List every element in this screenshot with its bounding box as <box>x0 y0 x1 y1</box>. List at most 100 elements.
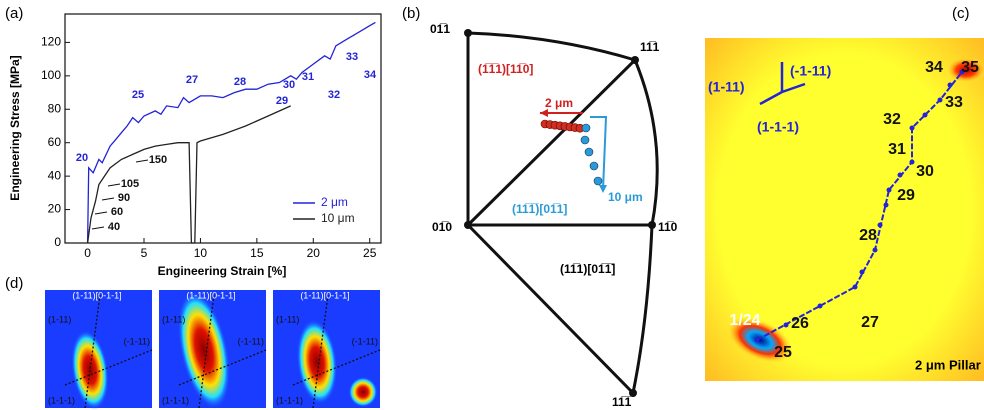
x-tick-label: 5 <box>141 246 148 260</box>
panel-label: (a) <box>5 5 23 22</box>
series-line <box>86 105 291 244</box>
point-label: 25 <box>774 344 792 361</box>
orientation-dot <box>580 135 590 145</box>
orientation-dot <box>593 176 603 186</box>
annotation: 33 <box>346 51 358 63</box>
y-tick-label: 0 <box>54 235 61 249</box>
trace-dot <box>959 69 965 75</box>
panel-c: (c) (1-11) (-1-11) (1-1-1) 2 μm Pillar 1… <box>705 5 984 381</box>
panel-a: (a) Engineering Stress [MPa] Engineering… <box>5 5 382 278</box>
frame-label: (-1-11) <box>352 336 378 346</box>
annotation: 90 <box>118 192 130 204</box>
spot <box>946 57 984 83</box>
slip-system-label: (11̅1)[01̅1̅] <box>560 262 615 276</box>
legend-label: 10 μm <box>321 211 355 225</box>
point-label: 28 <box>859 227 877 244</box>
trace-dot <box>883 202 889 208</box>
trace-dot <box>859 269 865 275</box>
trace-dot <box>872 247 878 253</box>
frame-label: (1-11)[0-1-1] <box>186 290 235 300</box>
x-tick-label: 20 <box>307 246 321 260</box>
annotation: 60 <box>111 206 123 218</box>
orientation-path <box>540 119 603 186</box>
point-label: 32 <box>883 111 901 128</box>
y-tick-label: 60 <box>48 135 62 149</box>
point-label: 26 <box>791 315 809 332</box>
direction-label: (-1-11) <box>790 63 831 79</box>
x-tick-label: 10 <box>194 246 208 260</box>
pole-label: 11̅1 <box>640 40 660 54</box>
trace-dots <box>754 69 965 343</box>
arrowhead <box>540 109 548 117</box>
annotation: 20 <box>76 152 88 164</box>
y-tick-label: 20 <box>48 202 62 216</box>
trace-dot <box>886 187 892 193</box>
intensity-streak <box>71 330 109 410</box>
annotation: 34 <box>364 69 377 81</box>
annotation: 31 <box>302 71 314 83</box>
trace-dot <box>947 82 953 88</box>
annotation: 32 <box>328 89 340 101</box>
trace-dot <box>877 222 883 228</box>
trace-dot <box>897 172 903 178</box>
panel-b: (b) 01̅1 11̅1 01̅0 11̅0 11̅1̅ (1̅1̅1)[11… <box>402 5 678 409</box>
pole-label: 11̅0 <box>658 220 678 234</box>
intensity-streak <box>348 377 378 407</box>
annotation: 40 <box>108 221 120 233</box>
frame-label: (1-1-1) <box>48 395 75 405</box>
panel-label: (b) <box>402 5 420 22</box>
pole-label: 11̅1̅ <box>612 395 635 409</box>
annotation-arrow <box>135 159 149 163</box>
panel-d: (d) (1-11)[0-1-1] (1-11) (-1-11) (1-1-1) (1-… <box>5 275 381 410</box>
pole <box>464 29 472 37</box>
trace-line <box>84 294 101 409</box>
annotation-arrow <box>101 197 115 201</box>
orientation-dot <box>584 147 594 157</box>
caption: 2 μm Pillar <box>915 357 981 372</box>
pole <box>648 221 656 229</box>
annotation-arrow <box>91 226 105 230</box>
annotation: 25 <box>132 89 144 101</box>
frame-label: (-1-11) <box>124 336 150 346</box>
pole-label: 01̅0 <box>432 220 452 234</box>
annotation: 29 <box>276 95 288 107</box>
pole <box>464 221 472 229</box>
arrow <box>590 116 608 191</box>
slip-system-label: (1̅1̅1)[11̅0] <box>478 62 533 76</box>
y-tick-label: 40 <box>48 168 62 182</box>
size-label: 2 μm <box>545 96 573 110</box>
point-label: 31 <box>888 141 906 158</box>
pole <box>631 56 639 64</box>
y-tick-label: 80 <box>48 101 62 115</box>
y-tick-label: 120 <box>41 35 61 49</box>
x-tick-label: 0 <box>84 246 91 260</box>
arrowhead <box>599 185 607 193</box>
frame-label: (1-1-1) <box>162 395 189 405</box>
trace-dot <box>783 322 789 328</box>
slip-system-label: (11̅1̅)[01̅1] <box>512 202 567 216</box>
annotation: 28 <box>234 76 246 88</box>
frame-label: (1-11) <box>48 314 71 324</box>
point-label: 35 <box>961 59 979 76</box>
frame-label: (1-1-1) <box>276 395 303 405</box>
pole-label: 01̅1 <box>430 22 450 36</box>
annotation-arrow <box>94 211 108 215</box>
x-tick-label: 15 <box>250 246 264 260</box>
series-line <box>86 21 376 244</box>
frame-label: (1-11)[0-1-1] <box>72 290 121 300</box>
annotation: 27 <box>186 74 198 86</box>
direction-label: (1-1-1) <box>757 119 799 135</box>
trace-line <box>312 294 329 409</box>
trace-dot <box>909 159 915 165</box>
frame-label: (1-11)[0-1-1] <box>300 290 349 300</box>
trace-dot <box>937 97 943 103</box>
y-axis-label: Engineering Stress [MPa] <box>8 55 22 200</box>
trace-dot <box>852 284 858 290</box>
trace-dot <box>909 125 915 131</box>
annotation-arrow <box>107 183 121 187</box>
panel-label: (c) <box>952 5 970 22</box>
direction-label: (1-11) <box>708 79 745 95</box>
y-tick-label: 100 <box>41 68 61 82</box>
x-tick-label: 25 <box>363 246 377 260</box>
